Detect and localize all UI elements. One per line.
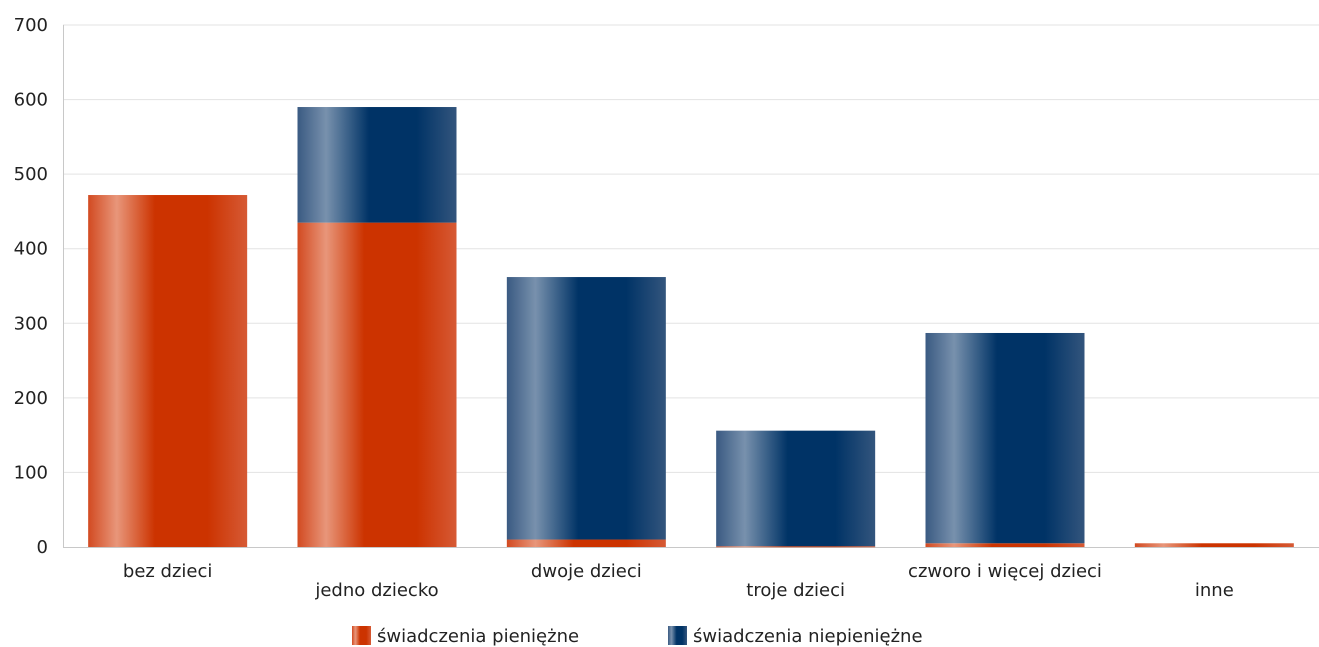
legend-item[interactable]: świadczenia niepieniężne — [668, 626, 923, 647]
y-tick-label: 200 — [14, 388, 48, 409]
bar-segment — [506, 277, 666, 540]
y-tick-label: 100 — [14, 462, 48, 483]
x-category-label: jedno dziecko — [314, 580, 438, 601]
y-tick-label: 600 — [14, 90, 48, 111]
legend-swatch — [668, 626, 687, 645]
x-category-label: dwoje dzieci — [531, 561, 642, 582]
y-axis-tick-labels: 0 100 200 300 400 500 600 700 — [14, 15, 48, 558]
bar-segment — [297, 107, 457, 223]
bar-segment — [716, 546, 876, 548]
y-tick-label: 0 — [37, 537, 48, 558]
bar-segment — [1134, 543, 1294, 547]
bar-segment — [925, 332, 1085, 544]
legend-label: świadczenia niepieniężne — [693, 626, 923, 647]
legend-swatch — [352, 626, 371, 645]
legend: świadczenia pieniężne świadczenia niepien… — [352, 626, 923, 647]
axes — [63, 25, 1319, 548]
x-axis-category-labels: bez dzieci jedno dziecko dwoje dzieci troje… — [123, 561, 1234, 601]
y-tick-label: 300 — [14, 313, 48, 334]
legend-label: świadczenia pieniężne — [377, 626, 579, 647]
x-category-label: troje dzieci — [746, 580, 845, 601]
x-category-label: inne — [1195, 580, 1234, 601]
y-tick-label: 400 — [14, 239, 48, 260]
bar-segment — [506, 539, 666, 547]
bar-segment — [716, 430, 876, 547]
y-tick-label: 700 — [14, 15, 48, 36]
y-tick-label: 500 — [14, 164, 48, 185]
bar-segment — [88, 195, 248, 547]
x-category-label: bez dzieci — [123, 561, 213, 582]
gridlines — [63, 24, 1319, 473]
legend-item[interactable]: świadczenia pieniężne — [352, 626, 579, 647]
bar-segment — [925, 543, 1085, 547]
bar-segment — [297, 222, 457, 547]
x-category-label: czworo i więcej dzieci — [908, 561, 1102, 582]
bars — [88, 107, 1294, 548]
